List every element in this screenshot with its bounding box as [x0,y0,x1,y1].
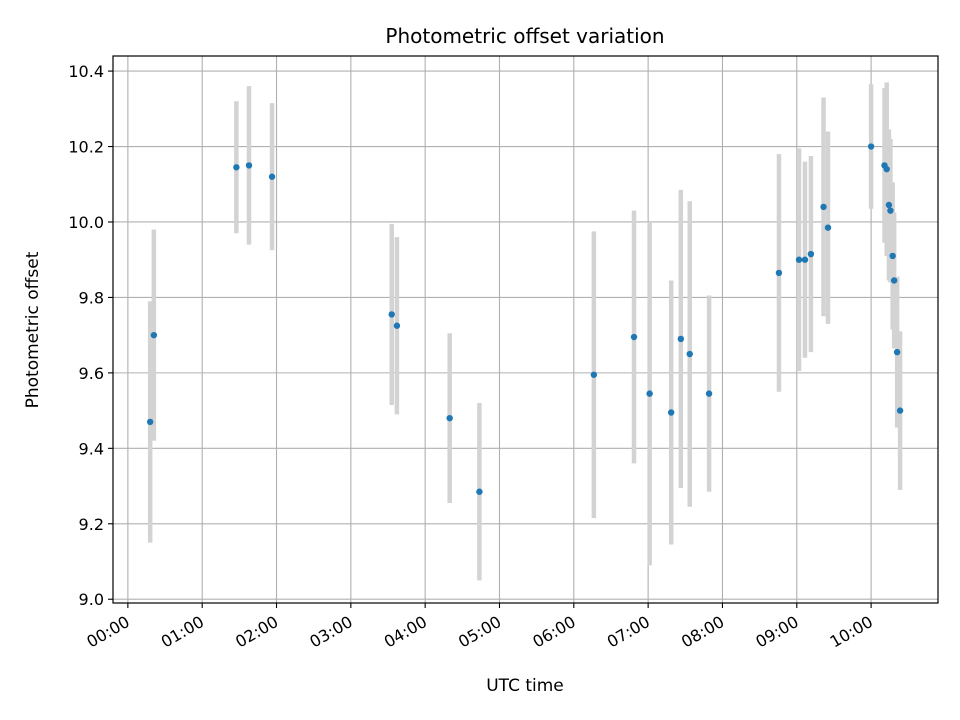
data-point [896,407,904,414]
data-point [893,348,901,356]
data-point [446,414,453,422]
y-axis-title: Photometric offset [23,251,43,408]
data-point [245,162,253,169]
y-tick-label: 10.4 [68,62,104,81]
data-point [824,224,832,231]
data-point [393,322,401,329]
data-point [887,207,894,214]
y-tick-label: 10.0 [68,213,104,232]
data-point [705,390,713,397]
chart-title: Photometric offset variation [385,24,664,48]
data-point [268,173,276,180]
data-point [233,164,240,171]
y-axis-ticks: 9.0 9.2 9.4 9.6 9.8 10.0 10.2 10.4 [68,62,113,609]
y-tick-label: 9.2 [79,515,104,534]
data-point [889,252,896,260]
data-point [590,371,598,378]
data-point [867,143,875,150]
x-axis-title: UTC time [486,676,564,696]
data-point [476,488,483,495]
data-point [677,335,685,343]
y-tick-label: 9.4 [79,439,104,458]
data-point [150,331,158,339]
data-point [646,390,653,397]
data-point [820,203,827,211]
data-point [667,409,675,416]
y-tick-label: 9.8 [79,288,104,307]
y-tick-label: 10.2 [68,138,104,157]
plot-frame [112,55,939,604]
data-point [885,201,893,209]
y-tick-label: 9.6 [79,364,104,383]
data-point [890,277,898,284]
y-tick-label: 9.0 [79,590,104,609]
data-point [146,418,154,426]
data-points [146,143,904,495]
data-point [883,165,890,173]
data-point [686,350,693,358]
data-point [801,256,809,263]
data-point [775,269,783,277]
data-point [795,256,803,263]
data-point [630,333,638,341]
data-point [807,250,815,258]
data-point [388,311,395,318]
